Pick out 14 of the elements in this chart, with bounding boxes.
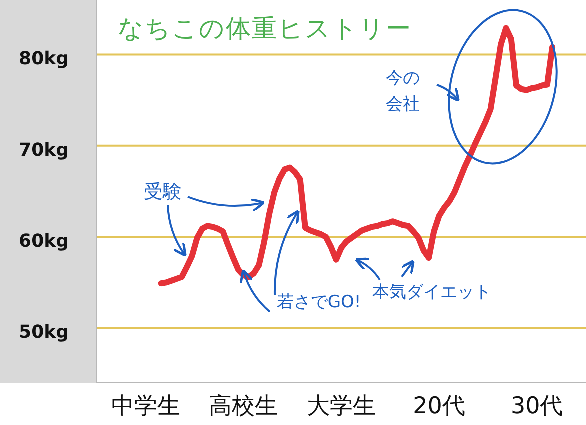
annotation: 今の会社: [385, 68, 421, 116]
y-tick-label: 80kg: [19, 48, 69, 70]
annotation: 本気ダイエット: [372, 281, 492, 304]
text: なちこの体重ヒストリー: [118, 13, 412, 45]
y-tick-label: 60kg: [19, 231, 69, 252]
y-tick-label: 70kg: [19, 140, 69, 161]
x-tick-label: 20代: [413, 393, 466, 420]
x-tick-label: 中学生: [111, 393, 180, 420]
x-tick-label: 30代: [510, 393, 564, 420]
annotation: 若さでGO!: [276, 291, 362, 314]
x-tick-label: 大学生: [307, 393, 376, 420]
annotation: 受験: [144, 180, 182, 205]
x-tick-label: 高校生: [209, 393, 278, 420]
y-tick-label: 50kg: [19, 322, 69, 344]
